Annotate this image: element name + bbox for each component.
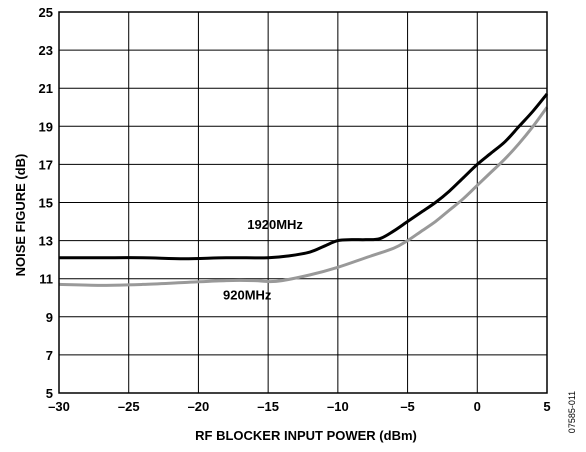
x-tick-label: 0 <box>474 399 481 414</box>
series-lines <box>58 92 549 287</box>
series-label-920mhz: 920MHz <box>223 288 272 303</box>
grid <box>58 11 548 394</box>
y-tick-label: 19 <box>39 119 53 134</box>
x-tick-label: –15 <box>257 399 279 414</box>
y-tick-label: 11 <box>39 272 53 287</box>
x-axis-title: RF BLOCKER INPUT POWER (dBm) <box>195 428 417 443</box>
x-tick-label: –30 <box>48 399 70 414</box>
series-label-1920mhz: 1920MHz <box>247 217 303 232</box>
y-tick-label: 15 <box>39 196 53 211</box>
y-tick-label: 5 <box>46 386 53 401</box>
tick-labels: –30 –25 –20 –15 –10 –5 0 5 5 7 9 11 13 15 17 19 21 23 25 <box>39 5 551 414</box>
x-tick-label: –5 <box>400 399 414 414</box>
y-tick-label: 13 <box>39 234 53 249</box>
series-line-920mhz <box>58 106 549 287</box>
x-tick-label: –20 <box>188 399 210 414</box>
series-line-1920mhz <box>59 92 549 261</box>
figure-id: 07585-011 <box>567 391 577 433</box>
y-tick-label: 7 <box>46 348 53 363</box>
x-tick-label: –10 <box>327 399 349 414</box>
y-tick-label: 21 <box>39 81 53 96</box>
plot-frame <box>58 11 548 394</box>
y-tick-label: 17 <box>39 157 53 172</box>
series-labels: 1920MHz 920MHz <box>223 217 303 302</box>
x-tick-label: –25 <box>118 399 140 414</box>
y-tick-label: 9 <box>46 310 53 325</box>
y-tick-label: 25 <box>39 5 53 20</box>
y-tick-label: 23 <box>39 43 53 58</box>
x-tick-label: 5 <box>543 399 550 414</box>
y-axis-title: NOISE FIGURE (dB) <box>13 154 28 277</box>
